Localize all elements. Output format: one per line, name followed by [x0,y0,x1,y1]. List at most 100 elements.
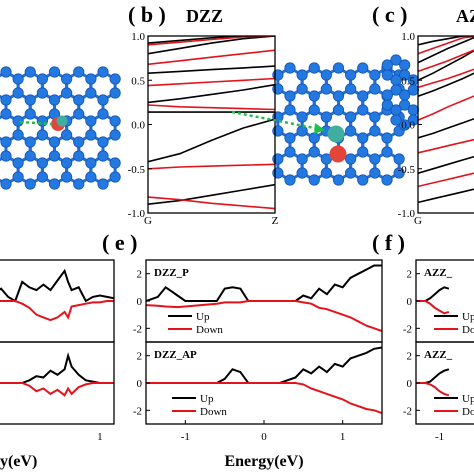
carbon-atom [332,90,345,102]
band-line-down [418,95,474,121]
carbon-atom [48,94,61,106]
ytick-label: 1.0 [131,31,145,43]
carbon-atom [308,174,320,186]
ytick-label: 2 [407,269,413,281]
carbon-atom [272,167,284,179]
band-line-up [148,36,275,55]
carbon-atom [399,99,411,111]
legend-label: Up [462,311,474,323]
carbon-atom [399,119,411,131]
carbon-atom [24,136,36,148]
carbon-atom [85,115,97,127]
carbon-atom [12,115,24,127]
carbon-atom [109,87,121,99]
dos-line-down [146,382,382,415]
carbon-atom [0,66,12,78]
carbon-atom [12,87,24,99]
ytick-label: 0.5 [401,75,415,87]
carbon-atom [48,136,61,148]
carbon-atom [381,99,393,111]
carbon-atom [381,132,393,144]
carbon-atom [12,129,24,141]
carbon-atom [308,62,320,74]
ytick-label: 2 [137,269,143,281]
ytick-label: -0.5 [398,164,416,176]
carbon-atom [97,136,109,148]
carbon-atom [357,132,369,144]
ytick-label: 0.5 [131,75,145,87]
carbon-atom [24,178,36,190]
xtick-label: Z [272,215,279,227]
ytick-label: 0 [137,378,143,390]
xtick-label: 1 [97,431,103,443]
carbon-atom [0,136,12,148]
band-line-down [148,77,275,87]
carbon-atom [381,89,393,101]
carbon-atom [357,146,369,158]
carbon-atom [61,129,73,141]
dos-lines [146,346,382,415]
carbon-atom [296,111,308,123]
legend-label: Down [196,324,223,336]
carbon-atom [393,153,405,165]
band-structure-c: 1.0 0.5 0.0 -0.5 -1.0G [398,31,474,227]
band-line-up [148,36,275,44]
carbon-atom [381,174,393,186]
panel-b-title: DZZ [186,6,223,26]
legend-label: Do [462,324,474,336]
legend-label: Down [200,406,227,418]
carbon-atom [284,104,296,116]
dos-lines [146,264,382,333]
dos-panel-label: DZZ_AP [154,349,197,361]
dos-lines [0,268,114,322]
dos-panel-label: AZZ_ [424,267,453,279]
carbon-atom [97,108,109,120]
carbon-atom [320,69,332,81]
carbon-atom [399,69,411,81]
carbon-atom [357,174,369,186]
xtick-label: -1 [181,431,190,443]
carbon-atom [24,94,36,106]
carbon-atom [73,66,85,78]
xtick-label: 1 [340,431,346,443]
carbon-atom [0,94,12,106]
band-lines [148,36,275,210]
plot-frame [417,35,474,214]
carbon-atom [284,62,296,74]
carbon-atom [85,129,97,141]
dos-line-down [416,382,450,397]
carbon-atom [85,171,97,183]
carbon-atom [36,157,48,169]
carbon-atom [296,83,308,95]
band-line-down [418,68,474,89]
band-line-up [418,188,474,204]
band-line-down [148,196,275,210]
dos-line-down [0,300,114,322]
band-line-down [418,49,474,73]
carbon-atom [284,174,296,186]
carbon-atom [381,146,393,158]
defect-atom-red [329,145,347,163]
carbon-atom [332,174,345,186]
carbon-atom [320,111,332,123]
carbon-atom [345,83,357,95]
carbon-atom [0,108,12,120]
carbon-atom [369,167,381,179]
dos-lines [416,286,450,315]
carbon-atom [0,178,12,190]
band-line-up [418,72,474,97]
panel-label-c: ( c ) [372,2,407,27]
carbon-atom [61,171,73,183]
band-line-up [148,118,275,163]
carbon-atom [48,150,61,162]
carbon-atom [308,104,320,116]
carbon-atom [61,73,73,85]
band-line-down [148,49,275,66]
graphene-structure-far-right [381,54,419,131]
xtick-label: G [414,215,422,227]
carbon-atom [357,90,369,102]
dos-line-up [416,368,450,384]
carbon-atom [390,54,402,66]
defect-atom-teal [327,125,345,143]
panel-label-e: ( e ) [102,230,137,255]
